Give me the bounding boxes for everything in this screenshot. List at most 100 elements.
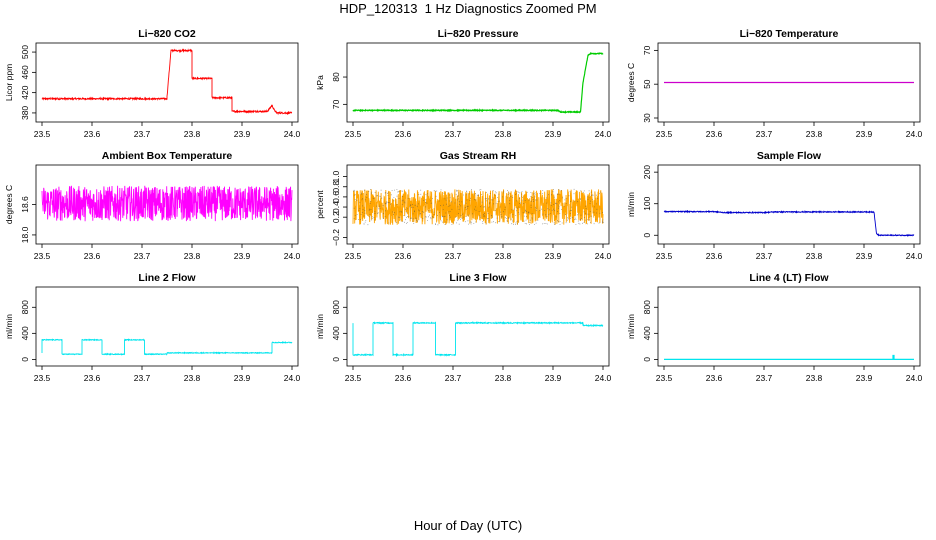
y-axis-label: ml/min: [626, 192, 636, 217]
x-tick-label: 23.7: [756, 373, 773, 383]
series-line: [352, 189, 604, 225]
chart-title: Li−820 CO2: [138, 28, 196, 40]
y-tick-label: 800: [642, 300, 652, 314]
y-tick-label: 800: [20, 300, 30, 314]
x-tick-label: 24.0: [906, 373, 923, 383]
chart-title: Li−820 Temperature: [740, 28, 839, 40]
y-tick-label: 420: [20, 85, 30, 99]
y-tick-label: 0.2: [331, 211, 341, 223]
plot-frame: [35, 286, 299, 367]
y-tick-label: 380: [20, 106, 30, 120]
y-tick-label: 400: [642, 326, 652, 340]
y-tick-label: 80: [331, 72, 341, 82]
y-tick-label: 800: [331, 300, 341, 314]
y-tick-label: 500: [20, 45, 30, 59]
y-tick-label: 70: [331, 99, 341, 109]
x-tick-label: 24.0: [595, 373, 612, 383]
plot-frame: [35, 42, 299, 123]
x-tick-label: 23.8: [495, 251, 512, 261]
y-tick-label: 18.0: [20, 226, 30, 243]
y-tick-label: −0.2: [331, 229, 341, 246]
y-tick-label: 0: [20, 357, 30, 362]
chart-panel: Li−820 CO2 23.5 23.6 23.7 23.8 23.9 24.0 380 420…: [4, 28, 301, 139]
x-tick-label: 24.0: [284, 129, 301, 139]
series-line: [41, 48, 293, 116]
plot-frame: [346, 164, 610, 245]
x-tick-label: 23.5: [345, 373, 362, 383]
chart-title: Line 4 (LT) Flow: [749, 272, 829, 284]
y-tick-label: 460: [20, 65, 30, 79]
plot-frame: [657, 164, 921, 245]
x-tick-label: 23.9: [856, 251, 873, 261]
y-tick-label: 0.8: [331, 181, 341, 193]
main-title: HDP_120313 1 Hz Diagnostics Zoomed PM: [339, 1, 597, 16]
y-axis-label: degrees C: [626, 63, 636, 102]
x-tick-label: 23.9: [234, 129, 251, 139]
series-line: [663, 209, 915, 237]
y-axis-label: kPa: [315, 75, 325, 90]
x-tick-label: 23.6: [395, 129, 412, 139]
x-tick-label: 24.0: [906, 251, 923, 261]
x-tick-label: 23.9: [234, 251, 251, 261]
x-tick-label: 23.7: [445, 129, 462, 139]
chart-title: Line 2 Flow: [138, 272, 196, 284]
series-line: [41, 185, 293, 222]
chart-panel: Li−820 Pressure 23.5 23.6 23.7 23.8 23.9 24.0 7…: [315, 28, 612, 139]
x-tick-label: 23.6: [84, 251, 101, 261]
x-tick-label: 24.0: [284, 251, 301, 261]
x-tick-label: 23.5: [656, 129, 673, 139]
chart-panel: Line 4 (LT) Flow 23.5 23.6 23.7 23.8 23.9 24.0…: [626, 272, 923, 383]
x-tick-label: 23.8: [495, 129, 512, 139]
chart-title: Sample Flow: [757, 150, 822, 162]
x-tick-label: 23.6: [706, 251, 723, 261]
x-tick-label: 24.0: [284, 373, 301, 383]
x-tick-label: 23.9: [545, 373, 562, 383]
y-tick-label: 0: [331, 357, 341, 362]
chart-panel: Li−820 Temperature 23.5 23.6 23.7 23.8 23.9 24…: [626, 28, 923, 139]
chart-panel: Line 3 Flow 23.5 23.6 23.7 23.8 23.9 24.0 0 400 8…: [315, 272, 612, 383]
x-tick-label: 23.7: [445, 373, 462, 383]
y-tick-label: 70: [642, 45, 652, 55]
x-tick-label: 23.7: [445, 251, 462, 261]
plot-frame: [346, 42, 610, 123]
y-tick-label: 1.0: [331, 170, 341, 182]
series-line: [664, 354, 914, 360]
chart-title: Ambient Box Temperature: [102, 150, 233, 162]
y-tick-label: 0: [642, 233, 652, 238]
y-axis-label: ml/min: [626, 314, 636, 339]
plot-frame: [657, 42, 921, 123]
x-tick-label: 24.0: [595, 251, 612, 261]
x-tick-label: 23.8: [806, 251, 823, 261]
x-tick-label: 23.8: [184, 251, 201, 261]
y-tick-label: 18.6: [20, 196, 30, 213]
chart-title: Gas Stream RH: [440, 150, 516, 162]
x-tick-label: 24.0: [595, 129, 612, 139]
x-tick-label: 23.8: [806, 129, 823, 139]
y-axis-label: ml/min: [315, 314, 325, 339]
chart-title: Li−820 Pressure: [438, 28, 519, 40]
chart-panel: Line 2 Flow 23.5 23.6 23.7 23.8 23.9 24.0 0 400 8…: [4, 272, 301, 383]
x-tick-label: 23.6: [395, 251, 412, 261]
x-axis-label: Hour of Day (UTC): [413, 518, 523, 533]
plot-frame: [657, 286, 921, 367]
x-tick-label: 23.5: [656, 251, 673, 261]
x-tick-label: 24.0: [906, 129, 923, 139]
x-tick-label: 23.5: [34, 373, 51, 383]
x-tick-label: 23.7: [134, 373, 151, 383]
y-axis-label: degrees C: [4, 185, 14, 224]
x-tick-label: 23.8: [495, 373, 512, 383]
series-line: [352, 51, 604, 114]
x-tick-label: 23.5: [34, 251, 51, 261]
x-tick-label: 23.9: [234, 373, 251, 383]
x-tick-label: 23.6: [395, 373, 412, 383]
y-axis-label: ml/min: [4, 314, 14, 339]
y-axis-label: percent: [315, 190, 325, 219]
series-line: [352, 321, 604, 358]
x-tick-label: 23.7: [756, 129, 773, 139]
x-tick-label: 23.6: [84, 373, 101, 383]
y-tick-label: 400: [20, 326, 30, 340]
x-tick-label: 23.5: [345, 129, 362, 139]
y-tick-label: 100: [642, 196, 652, 210]
x-tick-label: 23.5: [34, 129, 51, 139]
